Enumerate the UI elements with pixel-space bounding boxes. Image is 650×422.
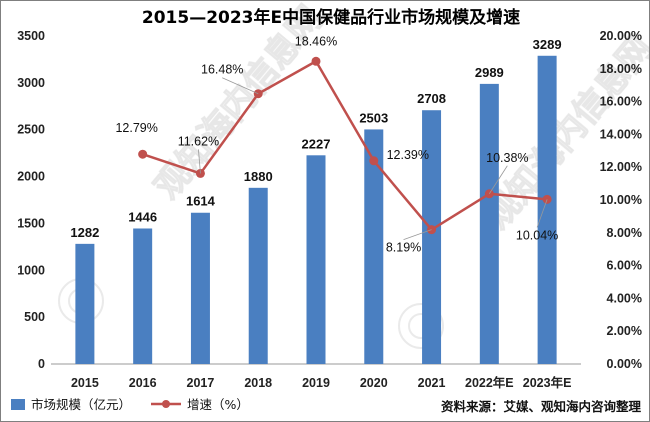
right-tick-label: 16.00% bbox=[600, 95, 642, 109]
watermark-text-left: 观知海内信息网 bbox=[147, 1, 331, 207]
bar bbox=[364, 129, 384, 364]
right-tick-label: 4.00% bbox=[607, 291, 642, 305]
left-tick-label: 1500 bbox=[17, 216, 45, 230]
source-note: 资料来源：艾媒、观知海内咨询整理 bbox=[441, 399, 642, 414]
line-value-label: 12.39% bbox=[387, 148, 429, 162]
right-tick-label: 2.00% bbox=[607, 324, 642, 338]
bar bbox=[75, 243, 95, 364]
x-tick-label: 2018 bbox=[244, 376, 272, 390]
x-tick-label: 2020 bbox=[360, 376, 388, 390]
bar-value-label: 2989 bbox=[475, 65, 504, 80]
legend-label-bar: 市场规模（亿元） bbox=[31, 397, 131, 412]
bar-value-label: 2708 bbox=[417, 91, 446, 106]
chart-title: 2015—2023年E中国保健品行业市场规模及增速 bbox=[142, 7, 520, 28]
line-label-leaders bbox=[198, 77, 548, 241]
line-value-label: 10.38% bbox=[486, 151, 528, 165]
x-tick-label: 2015 bbox=[71, 376, 99, 390]
growth-point bbox=[311, 56, 321, 66]
bar-value-labels: 1282 1446 1614 1880 2227 2503 2708 2989 3289 bbox=[70, 37, 561, 240]
leader-line bbox=[222, 77, 259, 95]
bar-value-label: 2227 bbox=[302, 136, 331, 151]
leader-line bbox=[488, 165, 508, 194]
right-tick-label: 6.00% bbox=[607, 259, 642, 273]
right-tick-label: 20.00% bbox=[600, 29, 642, 43]
left-tick-label: 3500 bbox=[17, 29, 45, 43]
bar-value-label: 2503 bbox=[359, 110, 388, 125]
line-value-label: 18.46% bbox=[295, 34, 337, 48]
bar bbox=[133, 228, 153, 364]
growth-point bbox=[138, 149, 148, 159]
bar bbox=[537, 55, 557, 365]
left-tick-label: 1000 bbox=[17, 263, 45, 277]
line-value-label: 8.19% bbox=[386, 241, 421, 255]
bar-value-label: 3289 bbox=[533, 37, 562, 52]
right-tick-label: 8.00% bbox=[607, 226, 642, 240]
left-tick-label: 500 bbox=[24, 310, 45, 324]
bar-value-label: 1880 bbox=[244, 169, 273, 184]
line-value-labels: 12.79% 11.62% 16.48% 18.46% 12.39% 8.19% 10.38… bbox=[115, 34, 558, 254]
legend-swatch-bar bbox=[11, 399, 25, 410]
bar-series bbox=[75, 55, 557, 365]
legend-label-line: 增速（%） bbox=[187, 397, 249, 412]
bar bbox=[479, 83, 499, 364]
bar bbox=[422, 110, 442, 365]
right-tick-label: 14.00% bbox=[600, 127, 642, 141]
bar bbox=[248, 187, 268, 364]
x-tick-label: 2017 bbox=[187, 376, 215, 390]
x-tick-label: 2021 bbox=[418, 376, 446, 390]
bar-value-label: 1282 bbox=[70, 225, 99, 240]
x-axis: 2015 2016 2017 2018 2019 2020 2021 2022年E 2023年E bbox=[71, 375, 571, 390]
leader-line bbox=[198, 149, 201, 174]
legend-swatch-marker bbox=[162, 400, 170, 408]
x-tick-label: 2019 bbox=[302, 376, 330, 390]
right-tick-label: 12.00% bbox=[600, 160, 642, 174]
leader-line bbox=[536, 199, 548, 228]
line-value-label: 11.62% bbox=[178, 134, 219, 148]
x-tick-label: 2016 bbox=[129, 376, 157, 390]
x-tick-label: 2023年E bbox=[523, 375, 572, 390]
legend: 市场规模（亿元） 增速（%） bbox=[11, 397, 249, 412]
left-tick-label: 3000 bbox=[17, 76, 45, 90]
line-value-label: 16.48% bbox=[201, 63, 243, 77]
line-value-label: 12.79% bbox=[115, 121, 157, 135]
line-value-label: 10.04% bbox=[516, 228, 558, 242]
bar bbox=[306, 155, 326, 364]
bar-value-label: 1614 bbox=[186, 194, 216, 209]
x-tick-label: 2022年E bbox=[465, 375, 514, 390]
watermark-logo-right bbox=[398, 303, 444, 349]
leader-line bbox=[403, 229, 432, 241]
right-y-axis: 0.00% 2.00% 4.00% 6.00% 8.00% 10.00% 12.00% 14.… bbox=[600, 29, 642, 371]
bar bbox=[190, 212, 210, 364]
left-tick-label: 2000 bbox=[17, 170, 45, 184]
left-y-axis: 0 500 1000 1500 2000 2500 3000 3500 bbox=[17, 29, 45, 371]
left-tick-label: 2500 bbox=[17, 123, 45, 137]
growth-point bbox=[369, 156, 379, 166]
right-tick-label: 10.00% bbox=[600, 193, 642, 207]
right-tick-label: 18.00% bbox=[600, 62, 642, 76]
right-tick-label: 0.00% bbox=[607, 357, 642, 371]
bar-value-label: 1446 bbox=[128, 209, 157, 224]
left-tick-label: 0 bbox=[38, 357, 45, 371]
growth-line bbox=[142, 60, 548, 231]
